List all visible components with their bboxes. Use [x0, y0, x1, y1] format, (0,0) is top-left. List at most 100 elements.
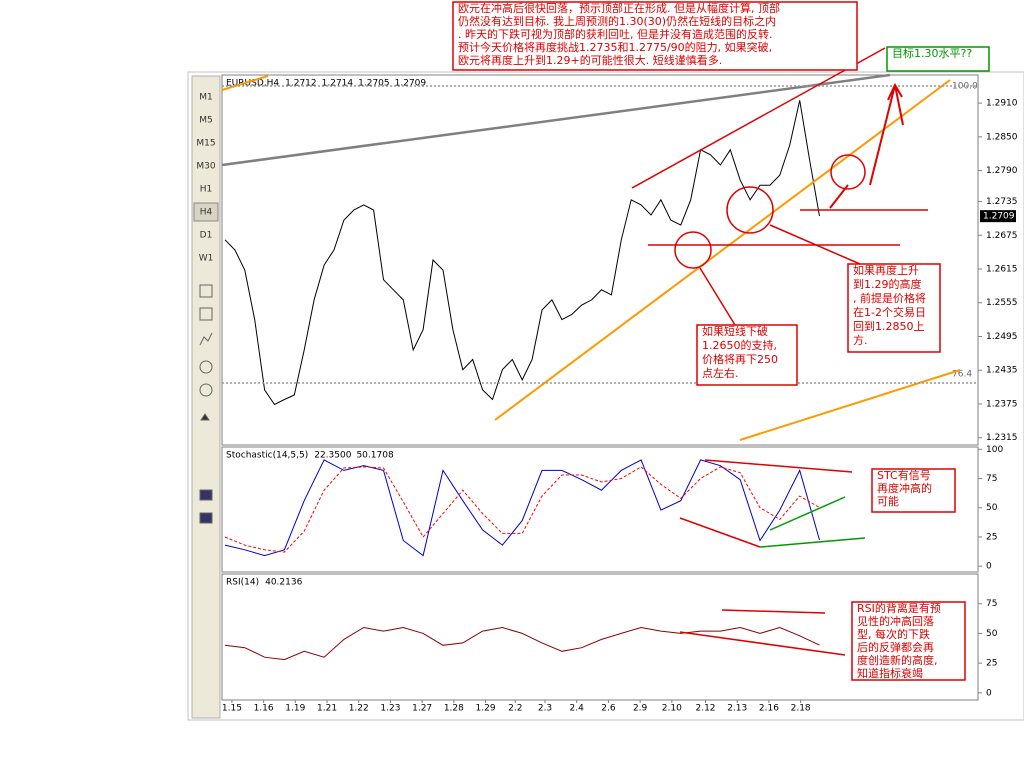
timeframe-label[interactable]: D1	[200, 231, 213, 241]
x-tick-label: 2.10	[662, 704, 682, 714]
y-tick-label: 1.2375	[986, 399, 1018, 409]
annotation-text: 仍然没有达到目标. 我上周预测的1.30(30)仍然在短线的目标之内	[458, 14, 776, 28]
reading: 1.2712	[285, 79, 317, 89]
annotation-text: 点左右.	[702, 366, 739, 380]
annotation-text: STC有信号	[877, 468, 931, 482]
annotation-box	[847, 263, 941, 353]
annotation-text: 见性的冲高回落	[857, 614, 934, 628]
stochastic-pane	[221, 446, 979, 573]
data-layer: 1.29101.28501.27901.27351.26751.26151.25…	[222, 79, 1018, 714]
drawings	[221, 47, 978, 656]
annotation-box	[851, 601, 966, 681]
x-tick-label: 1.27	[412, 704, 432, 714]
x-tick-label: 1.22	[349, 704, 369, 714]
x-tick-label: 2.6	[601, 704, 616, 714]
timeframe-label[interactable]: M5	[199, 116, 213, 126]
annotation-text: 价格将再下250	[702, 352, 778, 366]
circle	[726, 186, 774, 234]
timeframe-label[interactable]: M30	[196, 162, 215, 172]
fib-label: 76.4	[952, 370, 972, 380]
toolbar	[191, 75, 221, 719]
y-tick-label: 1.2675	[986, 231, 1018, 241]
x-tick-label: 2.4	[570, 704, 585, 714]
x-tick-label: 1.19	[285, 704, 305, 714]
y-tick-label: 75	[986, 474, 997, 484]
annotations: 欧元在冲高后很快回落，预示顶部正在形成. 但是从幅度计算, 顶部仍然没有达到目标…	[452, 1, 990, 681]
annotation-text: RSI的背离是有预	[857, 601, 941, 615]
series-line	[224, 626, 820, 661]
divergence-line	[769, 496, 846, 531]
annotation-text: 后的反弹都会再	[857, 640, 934, 654]
trend-line	[631, 47, 886, 189]
x-tick-label: 1.29	[476, 704, 496, 714]
series-line	[224, 100, 820, 406]
timeframe-label[interactable]: M1	[199, 93, 213, 103]
annotation-box	[886, 46, 990, 72]
pane-title: EURUSD,H4	[226, 79, 279, 89]
trend-line	[221, 73, 891, 167]
price-pane	[221, 74, 979, 446]
annotation-text: 预计今天价格将再度挑战1.2735和1.2775/90的阻力, 如果突破,	[458, 40, 772, 54]
reading: 40.2136	[265, 578, 302, 588]
y-tick-label: 0	[986, 688, 992, 698]
y-tick-label: 25	[986, 532, 997, 542]
y-tick-label: 1.2615	[986, 264, 1018, 274]
timeframe-label[interactable]: H4	[200, 208, 213, 218]
annotation-text: 1.2650的支持,	[702, 338, 777, 352]
timeframe-label[interactable]: W1	[199, 254, 214, 264]
zoom-in[interactable]	[199, 360, 213, 374]
connector	[699, 267, 736, 326]
connector	[769, 224, 861, 265]
divergence-line	[679, 517, 761, 548]
reading: 1.2709	[395, 79, 427, 89]
annotation-box	[452, 1, 858, 71]
y-tick-label: 1.2790	[986, 166, 1018, 176]
annotation-text: 型, 每次的下跌	[857, 627, 930, 641]
x-tick-label: 1.23	[380, 704, 400, 714]
icon[interactable]	[199, 307, 213, 321]
icon[interactable]	[199, 284, 213, 298]
divergence-line	[704, 459, 853, 473]
annotation-text: 回到1.2850上	[853, 320, 925, 333]
zoom-out[interactable]	[199, 383, 213, 397]
x-tick-label: 1.16	[254, 704, 274, 714]
price-marker	[980, 210, 1016, 223]
pane-title: RSI(14)	[226, 578, 259, 588]
annotation-text: 方.	[853, 333, 868, 347]
x-tick-label: 2.18	[791, 704, 811, 714]
icon[interactable]	[199, 489, 213, 501]
arrow	[829, 82, 904, 209]
circle	[674, 231, 712, 269]
y-tick-label: 25	[986, 659, 997, 669]
annotation-text: 度创造新的高度,	[857, 653, 938, 667]
fib-label: 100.0	[952, 82, 978, 92]
icon[interactable]	[199, 512, 213, 524]
y-tick-label: 1.2555	[986, 298, 1018, 308]
x-tick-label: 1.21	[317, 704, 337, 714]
reading: 50.1708	[356, 451, 393, 461]
timeframe-label[interactable]: M15	[196, 139, 215, 149]
y-tick-label: 50	[986, 629, 998, 639]
y-tick-label: 1.2850	[986, 132, 1018, 142]
timeframe-button[interactable]	[193, 202, 219, 222]
annotation-text: 知道指标衰竭	[857, 666, 923, 680]
annotation-text: 可能	[877, 494, 899, 508]
annotation-text: , 前提是价格将	[853, 291, 926, 305]
x-tick-label: 2.12	[695, 704, 715, 714]
icon[interactable]	[199, 332, 213, 346]
annotation-text: . 昨天的下跌可视为顶部的获利回吐, 但是并没有造成范围的反转.	[458, 27, 772, 41]
pane-title: Stochastic(14,5,5)	[226, 451, 308, 461]
toolbar-icons	[199, 284, 213, 524]
x-tick-label: 2.13	[727, 704, 747, 714]
timeframe-label[interactable]: H1	[200, 185, 213, 195]
y-tick-label: 50	[986, 503, 998, 513]
divergence-line	[679, 631, 846, 656]
y-tick-label: 1.2435	[986, 366, 1018, 376]
series-line	[224, 466, 820, 553]
trend-line	[494, 79, 951, 421]
annotation-text: 再度冲高的	[877, 481, 932, 495]
icon[interactable]	[200, 413, 210, 421]
annotation-text: 欧元将再度上升到1.29+的可能性很大. 短线谨慎看多.	[458, 53, 722, 67]
y-tick-label: 1.2495	[986, 332, 1018, 342]
